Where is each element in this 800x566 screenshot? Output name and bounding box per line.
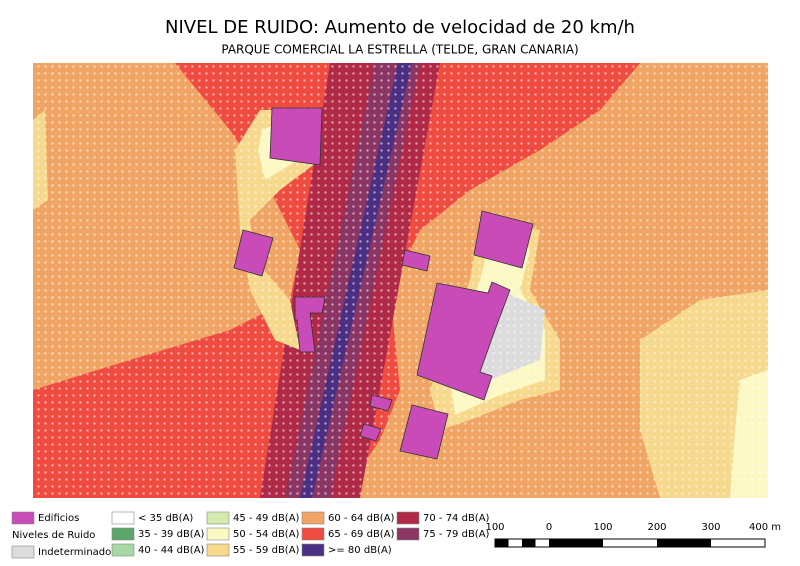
- legend-swatch: [206, 527, 230, 541]
- legend-label: 75 - 79 dB(A): [423, 529, 490, 540]
- legend-swatch: [301, 527, 325, 541]
- scale-bar: 100 0 100 200 300 400 m: [485, 522, 781, 548]
- legend-label: 55 - 59 dB(A): [233, 545, 300, 556]
- legend-swatch: [11, 511, 35, 525]
- legend-label: 50 - 54 dB(A): [233, 529, 300, 540]
- legend-label: 60 - 64 dB(A): [328, 513, 395, 524]
- legend-label: 65 - 69 dB(A): [328, 529, 395, 540]
- legend-label: 35 - 39 dB(A): [138, 529, 205, 540]
- legend-swatch: [301, 543, 325, 557]
- legend-label: < 35 dB(A): [138, 513, 193, 524]
- legend-swatch: [301, 511, 325, 525]
- legend-label: Edificios: [38, 513, 79, 524]
- legend-label: >= 80 dB(A): [328, 545, 392, 556]
- legend-label: 40 - 44 dB(A): [138, 545, 205, 556]
- scale-segment: [657, 539, 711, 547]
- scale-label: 100: [485, 522, 504, 533]
- legend-swatch: [206, 511, 230, 525]
- scale-label: 400 m: [749, 522, 781, 533]
- scale-label: 0: [546, 522, 552, 533]
- scale-label: 200: [647, 522, 666, 533]
- legend-label: 45 - 49 dB(A): [233, 513, 300, 524]
- noise-map: [33, 63, 768, 498]
- scale-segment: [549, 539, 603, 547]
- scale-label: 100: [593, 522, 612, 533]
- legend-swatch: [111, 511, 135, 525]
- legend: Edificios Niveles de Ruido Indeterminado < …: [11, 511, 490, 559]
- legend-swatch: [11, 545, 35, 559]
- scale-label: 300: [701, 522, 720, 533]
- legend-swatch: [206, 543, 230, 557]
- map-title: NIVEL DE RUIDO: Aumento de velocidad de …: [165, 17, 635, 38]
- scale-segment: [522, 539, 536, 547]
- legend-swatch: [111, 543, 135, 557]
- scale-segment: [495, 539, 509, 547]
- legend-label: 70 - 74 dB(A): [423, 513, 490, 524]
- legend-label: Indeterminado: [38, 547, 111, 558]
- legend-swatch: [111, 527, 135, 541]
- map-subtitle: PARQUE COMERCIAL LA ESTRELLA (TELDE, GRA…: [221, 43, 578, 57]
- legend-swatch: [396, 511, 420, 525]
- legend-title: Niveles de Ruido: [12, 530, 95, 541]
- legend-swatch: [396, 527, 420, 541]
